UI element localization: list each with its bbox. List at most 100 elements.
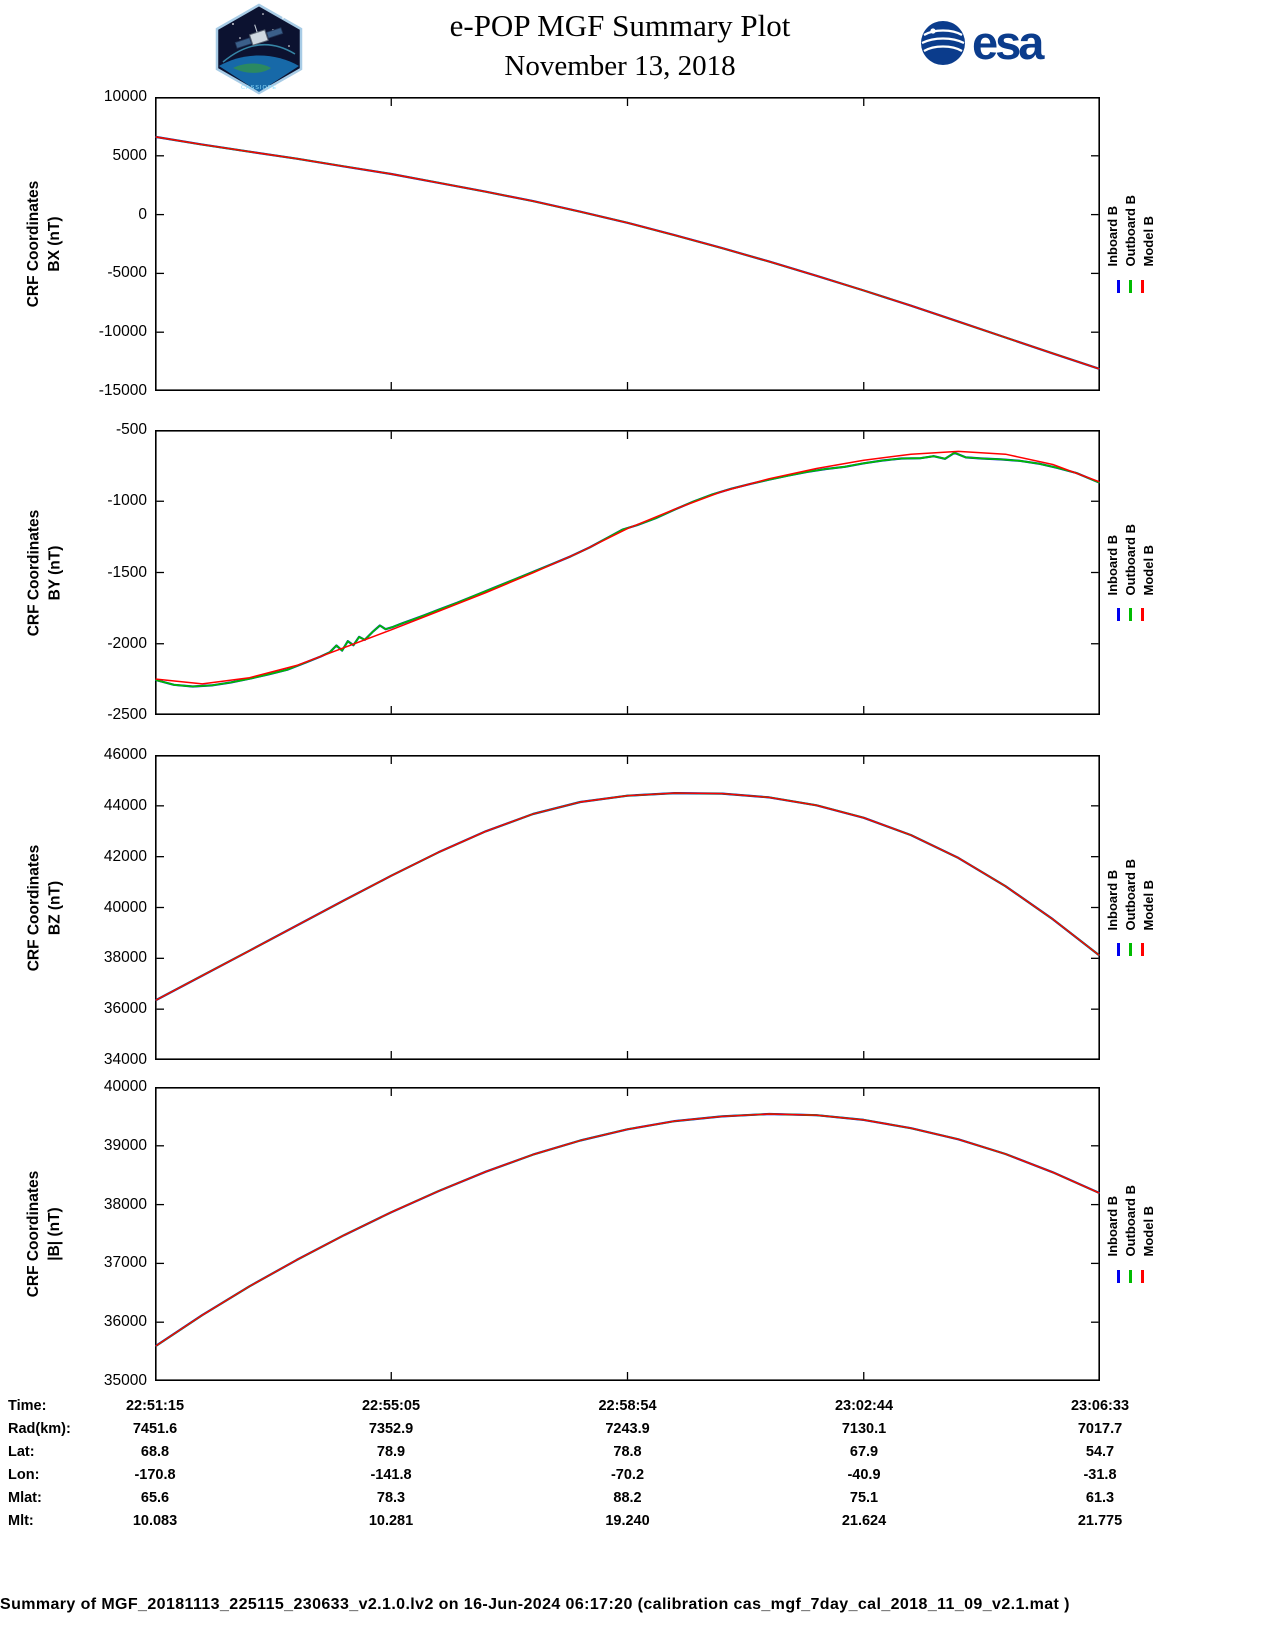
by-plot-panel — [155, 430, 1100, 715]
bmag-ytick-label: 37000 — [103, 1254, 147, 1272]
axis-label-line1: CRF Coordinates — [25, 1170, 42, 1298]
table-cell: -70.2 — [610, 1467, 645, 1483]
axis-label-line1: CRF Coordinates — [25, 180, 42, 308]
bmag-model-b-line — [155, 1113, 1100, 1347]
esa-logo-text: esa — [972, 16, 1044, 69]
table-cell: 19.240 — [605, 1513, 650, 1529]
table-cell: 23:02:44 — [834, 1398, 894, 1414]
table-cell: 68.8 — [140, 1444, 170, 1460]
bx-ytick-label: -5000 — [107, 264, 147, 282]
bz-model-b-line — [155, 792, 1100, 1001]
legend-label-model-b: Model B — [1140, 1206, 1156, 1257]
footer-summary-text: Summary of MGF_20181113_225115_230633_v2… — [0, 1596, 1070, 1613]
table-cell: 61.3 — [1085, 1490, 1115, 1506]
bz-ytick-label: 42000 — [103, 847, 147, 865]
legend-label-model-b: Model B — [1140, 879, 1156, 931]
table-cell: -40.9 — [847, 1467, 881, 1483]
table-cell: 54.7 — [1085, 1444, 1115, 1460]
table-row-label-lat: Lat: — [8, 1444, 35, 1460]
table-cell: 88.2 — [613, 1490, 642, 1506]
axis-label-line2: |B| (nT) — [46, 1207, 63, 1261]
bx-legend: Inboard B Outboard B Model B — [1103, 97, 1157, 391]
legend-mark-model-b — [1140, 943, 1144, 957]
legend-mark-model-b — [1140, 608, 1144, 622]
bmag-plot-canvas — [155, 1087, 1100, 1381]
bmag-ytick-label: 38000 — [103, 1195, 147, 1213]
bz-plot-canvas — [155, 755, 1100, 1060]
cassiope-mission-patch-icon: CASSIOPE — [215, 3, 303, 95]
bx-ytick-label: 10000 — [103, 88, 147, 105]
table-cell: -170.8 — [134, 1467, 176, 1483]
legend-label-outboard-b: Outboard B — [1122, 523, 1138, 596]
table-row-label-mlat: Mlat: — [8, 1490, 42, 1506]
table-cell: 78.3 — [376, 1490, 406, 1506]
bmag-ytick-label: 36000 — [103, 1313, 147, 1331]
bx-ytick-label: 5000 — [112, 146, 147, 164]
table-row-label-radkm: Rad(km): — [8, 1421, 71, 1437]
bz-ytick-label: 40000 — [103, 898, 147, 916]
bz-inboard-b-line — [155, 791, 1100, 1002]
esa-globe-icon — [921, 21, 965, 65]
table-cell: -31.8 — [1083, 1467, 1117, 1483]
legend-label-inboard-b: Inboard B — [1104, 869, 1120, 931]
table-cell: 78.9 — [376, 1444, 406, 1460]
table-cell: 7451.6 — [132, 1421, 178, 1437]
legend-label-model-b: Model B — [1140, 216, 1156, 267]
legend-mark-outboard-b — [1128, 1269, 1132, 1283]
by-ytick-label: -2500 — [107, 706, 147, 723]
bz-ytick-label: 46000 — [103, 746, 147, 763]
bz-ytick-label: 34000 — [103, 1051, 147, 1068]
bz-legend: Inboard B Outboard B Model B — [1103, 755, 1157, 1060]
legend-mark-inboard-b — [1116, 1269, 1120, 1283]
bmag-ytick-label: 39000 — [103, 1136, 147, 1154]
bmag-ytick-label: 40000 — [103, 1078, 147, 1095]
table-cell: -141.8 — [370, 1467, 412, 1483]
by-outboard-b-line — [155, 451, 1100, 688]
table-cell: 21.775 — [1077, 1513, 1123, 1529]
table-row-label-mlt: Mlt: — [8, 1513, 34, 1529]
patch-label: CASSIOPE — [241, 85, 277, 91]
legend-mark-model-b — [1140, 1269, 1144, 1283]
table-row-label-lon: Lon: — [8, 1467, 40, 1483]
plot-title: e-POP MGF Summary Plot — [449, 8, 791, 43]
axis-label-line2: BY (nT) — [46, 545, 63, 600]
legend-label-outboard-b: Outboard B — [1122, 1185, 1138, 1257]
bz-plot-panel — [155, 755, 1100, 1060]
bmag-ytick-label: 35000 — [103, 1372, 147, 1389]
legend-label-inboard-b: Inboard B — [1104, 206, 1120, 267]
table-cell: 7130.1 — [841, 1421, 887, 1437]
by-ytick-label: -2000 — [107, 634, 147, 652]
table-cell: 65.6 — [140, 1490, 170, 1506]
legend-label-outboard-b: Outboard B — [1122, 858, 1138, 931]
by-ytick-label: -500 — [115, 421, 147, 438]
axis-label-line1: CRF Coordinates — [25, 844, 42, 971]
bz-ytick-label: 38000 — [103, 949, 147, 967]
legend-mark-inboard-b — [1116, 279, 1120, 293]
legend-label-model-b: Model B — [1140, 544, 1156, 596]
table-cell: 10.281 — [368, 1513, 414, 1529]
legend-label-outboard-b: Outboard B — [1122, 195, 1138, 267]
satellite-icon — [234, 24, 284, 49]
table-row-label-time: Time: — [8, 1398, 47, 1414]
table-cell: 23:06:33 — [1070, 1398, 1130, 1414]
table-cell: 22:58:54 — [598, 1398, 657, 1414]
table-cell: 7352.9 — [368, 1421, 414, 1437]
legend-mark-model-b — [1140, 279, 1144, 293]
bz-outboard-b-line — [155, 792, 1100, 1001]
table-cell: 7017.7 — [1077, 1421, 1123, 1437]
legend-label-inboard-b: Inboard B — [1104, 1196, 1120, 1257]
axis-label-line2: BX (nT) — [46, 216, 63, 272]
bz-ytick-label: 36000 — [103, 1000, 147, 1018]
axis-label-line1: CRF Coordinates — [25, 509, 42, 636]
bz-axis-label: CRF Coordinates BZ (nT) — [23, 755, 67, 1060]
table-cell: 75.1 — [849, 1490, 879, 1506]
bmag-inboard-b-line — [155, 1112, 1100, 1347]
bx-model-b-line — [155, 136, 1100, 370]
bx-outboard-b-line — [155, 136, 1100, 370]
legend-mark-inboard-b — [1116, 608, 1120, 622]
table-cell: 22:51:15 — [125, 1398, 185, 1414]
bx-ytick-label: 0 — [138, 205, 147, 223]
bx-ytick-label: -10000 — [98, 323, 147, 341]
legend-mark-outboard-b — [1128, 943, 1132, 957]
